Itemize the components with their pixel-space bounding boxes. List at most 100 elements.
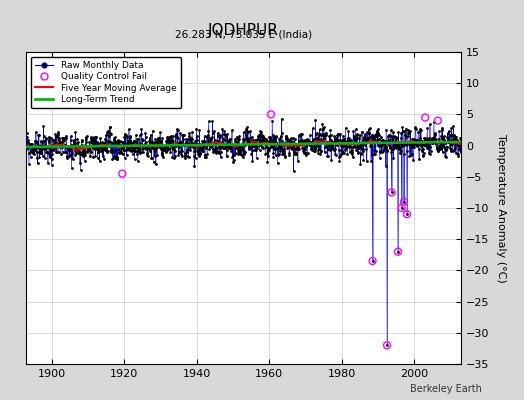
Point [372, 133, 380, 139]
Point [172, 133, 180, 139]
Point [381, 144, 390, 150]
Point [270, 134, 279, 141]
Point [361, 133, 369, 140]
Point [283, 135, 291, 142]
Point [74, 147, 82, 153]
Point [304, 138, 312, 144]
Point [135, 145, 143, 151]
Point [104, 132, 112, 138]
Point [232, 145, 241, 151]
Point [94, 146, 102, 152]
Point [452, 150, 460, 156]
Point [114, 139, 122, 145]
Point [384, 133, 392, 140]
Point [35, 149, 43, 155]
Point [227, 140, 236, 147]
Point [102, 137, 111, 144]
Point [42, 136, 51, 142]
Point [311, 148, 319, 154]
Point [385, 142, 394, 148]
Point [440, 136, 448, 143]
Point [72, 146, 81, 152]
Point [46, 154, 54, 160]
Point [278, 151, 287, 157]
Point [412, 139, 421, 146]
Point [424, 145, 433, 151]
Point [120, 134, 128, 141]
Point [196, 141, 204, 148]
Point [342, 125, 350, 131]
Point [246, 128, 254, 134]
Point [438, 134, 446, 141]
Point [439, 135, 447, 142]
Point [67, 133, 75, 140]
Point [260, 138, 269, 144]
Point [255, 132, 264, 138]
Point [211, 136, 219, 143]
Point [244, 128, 252, 135]
Point [77, 166, 85, 173]
Point [398, 141, 406, 147]
Point [319, 131, 327, 138]
Point [302, 136, 311, 142]
Point [85, 144, 94, 150]
Point [183, 140, 192, 147]
Point [257, 137, 265, 144]
Point [365, 130, 373, 136]
Point [49, 138, 57, 145]
Point [352, 137, 360, 143]
Point [127, 138, 136, 145]
Point [300, 145, 309, 152]
Point [385, 132, 393, 138]
Point [305, 140, 313, 147]
Point [83, 148, 91, 154]
Point [393, 144, 401, 150]
Point [185, 133, 193, 139]
Point [275, 136, 283, 142]
Point [257, 133, 266, 139]
Point [399, 142, 408, 148]
Point [315, 126, 324, 132]
Point [198, 146, 206, 152]
Point [430, 135, 438, 142]
Point [31, 146, 39, 153]
Point [57, 150, 65, 157]
Point [135, 148, 143, 155]
Point [69, 156, 77, 162]
Point [317, 148, 325, 154]
Point [436, 139, 445, 146]
Point [297, 140, 305, 146]
Point [30, 146, 39, 152]
Point [415, 138, 423, 144]
Point [25, 141, 34, 147]
Point [430, 139, 439, 146]
Point [417, 127, 425, 133]
Point [242, 126, 250, 133]
Point [268, 132, 277, 138]
Point [350, 139, 358, 146]
Point [265, 138, 274, 145]
Point [235, 136, 243, 142]
Point [389, 155, 398, 162]
Point [140, 142, 148, 148]
Point [137, 131, 145, 137]
Point [391, 134, 400, 140]
Point [318, 136, 326, 142]
Point [89, 145, 97, 151]
Point [166, 149, 174, 155]
Point [260, 138, 268, 144]
Point [65, 147, 73, 153]
Point [26, 141, 34, 147]
Point [400, 150, 409, 157]
Point [105, 143, 113, 149]
Point [177, 147, 185, 153]
Point [372, 131, 380, 138]
Point [103, 141, 112, 148]
Point [174, 140, 183, 146]
Point [216, 144, 225, 150]
Point [78, 136, 86, 143]
Point [97, 147, 106, 154]
Point [106, 130, 114, 136]
Point [422, 140, 431, 146]
Point [23, 134, 31, 140]
